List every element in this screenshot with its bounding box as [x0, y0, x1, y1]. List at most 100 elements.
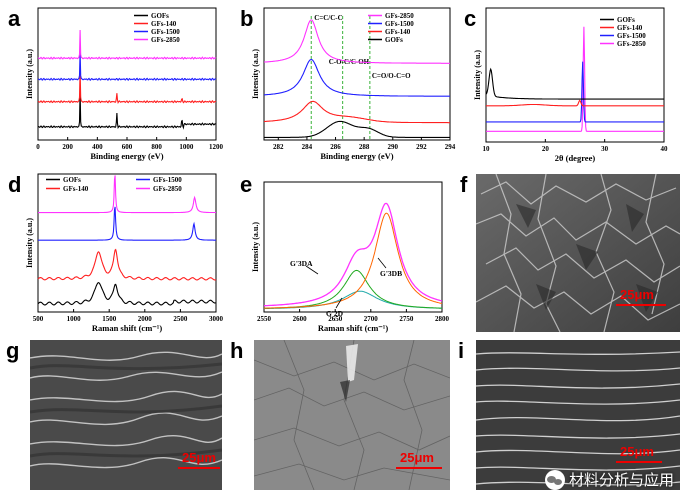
sem-texture: [254, 340, 450, 490]
x-tick-label: 2750: [399, 315, 414, 323]
series-line-gofs: [485, 67, 664, 100]
panel-b: b 282 284 286 288 290 292 294 Binding energy (e…: [228, 0, 456, 170]
panel-label: e: [240, 172, 253, 197]
x-tick-label: 200: [62, 143, 73, 151]
x-tick-label: 800: [151, 143, 162, 151]
legend-label: GFs-140: [151, 20, 177, 28]
x-tick-label: 1200: [209, 143, 224, 151]
x-tick-label: 2600: [293, 315, 308, 323]
x-tick-label: 1000: [179, 143, 194, 151]
chart-e: 2550 2600 2650 2700 2750 2800 Raman shift (cm⁻…: [251, 181, 450, 333]
panel-label: g: [6, 338, 20, 363]
x-tick-label: 2550: [257, 315, 272, 323]
y-axis-label: Intensity (a.u.): [251, 222, 260, 272]
series-line-gofs: [264, 120, 450, 138]
x-tick-label: 10: [483, 145, 491, 153]
legend-label: GFs-1500: [153, 176, 182, 184]
panel-label: c: [464, 6, 477, 31]
plot-frame: [485, 7, 665, 143]
legend-label: GFs-140: [617, 24, 643, 32]
series-line-gfs2850: [264, 19, 450, 64]
series-line-measured: [264, 202, 443, 307]
x-tick-label: 2650: [328, 315, 343, 323]
legend-label: GOFs: [63, 176, 81, 184]
panel-label: i: [458, 338, 465, 363]
legend-label: GOFs: [385, 36, 403, 44]
plot-frame: [37, 7, 217, 141]
panel-d: d 500 1000 1500 2000 2500 3000 Raman shift (cm…: [0, 170, 228, 336]
series-line-gofs: [37, 90, 217, 130]
x-tick-label: 2500: [173, 315, 188, 323]
panel-e: e 2550 2600 2650 2700 2750 2800 Raman shift (c…: [228, 170, 456, 336]
fit-line-2d: [264, 290, 442, 309]
legend-label: GFs-2850: [151, 36, 180, 44]
panel-h: h 25μm: [228, 336, 456, 496]
x-axis-label: 2θ (degree): [555, 153, 596, 163]
annotation: C=O/O-C=O: [372, 72, 411, 80]
fit-line-3db: [264, 212, 443, 309]
legend-label: GFs-1500: [617, 32, 646, 40]
peak-arrow: [377, 257, 387, 269]
panel-f: f 25μ: [456, 170, 684, 336]
fit-line-3da: [264, 269, 442, 309]
x-tick-label: 2000: [138, 315, 153, 323]
legend-label: GFs-2850: [385, 12, 414, 20]
legend-label: GFs-1500: [385, 20, 414, 28]
scale-label: 25μm: [182, 450, 216, 465]
x-tick-label: 1000: [67, 315, 82, 323]
x-tick-label: 1500: [102, 315, 117, 323]
panel-label: a: [8, 6, 21, 31]
watermark: 材料分析与应用: [544, 469, 674, 490]
x-tick-label: 20: [542, 145, 550, 153]
series-line-gfs1500: [38, 206, 216, 241]
chart-b: 282 284 286 288 290 292 294 Binding energy (eV)…: [251, 7, 456, 161]
peak-label: G'2D: [326, 309, 344, 318]
x-tick-label: 282: [273, 143, 284, 151]
scale-bar: [178, 467, 220, 469]
scale-label: 25μm: [620, 287, 654, 302]
series-line-gofs: [37, 281, 217, 306]
series-line-gfs1500: [486, 61, 664, 123]
sem-image-g: [30, 340, 222, 490]
legend-label: GFs-2850: [617, 40, 646, 48]
x-tick-label: 500: [33, 315, 44, 323]
annotation: C=C/C-C: [314, 14, 343, 22]
series-line-gfs2850: [37, 29, 217, 60]
panel-a: a 0 200 400 600 800 1000 1200 Binding energy (e…: [0, 0, 228, 170]
legend-label: GFs-140: [63, 185, 89, 193]
y-axis-label: Intensity (a.u.): [473, 50, 482, 100]
series-line-gfs2850: [38, 175, 216, 214]
legend-label: GOFs: [617, 16, 635, 24]
panel-g: g 25μm: [0, 336, 228, 496]
sem-image-i: [476, 340, 680, 490]
y-axis-label: Intensity (a.u.): [251, 49, 260, 99]
panel-label: d: [8, 172, 22, 197]
x-tick-label: 2700: [364, 315, 379, 323]
plot-frame: [263, 181, 443, 313]
x-tick-label: 292: [416, 143, 427, 151]
x-tick-label: 286: [330, 143, 341, 151]
plot-frame: [37, 173, 217, 313]
scale-bar: [616, 461, 662, 463]
annotation: C-O-C/C-OH: [329, 58, 370, 66]
sem-image-h: [254, 340, 450, 490]
sem-image-f: [476, 174, 680, 332]
peak-arrow: [335, 297, 343, 309]
chart-d: 500 1000 1500 2000 2500 3000 Raman shift (cm⁻¹…: [25, 173, 224, 333]
panel-c: c 10 20 30 40 2θ (degree) Intensity (a.u.) GOF…: [456, 0, 684, 170]
peak-label: G'3DA: [290, 259, 313, 268]
legend-label: GFs-2850: [153, 185, 182, 193]
series-line-gfs140: [263, 100, 450, 124]
x-tick-label: 0: [36, 143, 40, 151]
scale-label: 25μm: [400, 450, 434, 465]
legend-label: GFs-1500: [151, 28, 180, 36]
scale-bar: [396, 467, 442, 469]
series-line-gfs1500: [37, 51, 217, 82]
panel-label: f: [460, 172, 468, 197]
x-tick-label: 2800: [435, 315, 450, 323]
y-axis-label: Intensity (a.u.): [25, 49, 34, 99]
x-axis-label: Raman shift (cm⁻¹): [92, 323, 162, 333]
scale-label: 25μm: [620, 444, 654, 459]
series-line-gfs140: [37, 69, 217, 104]
legend-label: GFs-140: [385, 28, 411, 36]
